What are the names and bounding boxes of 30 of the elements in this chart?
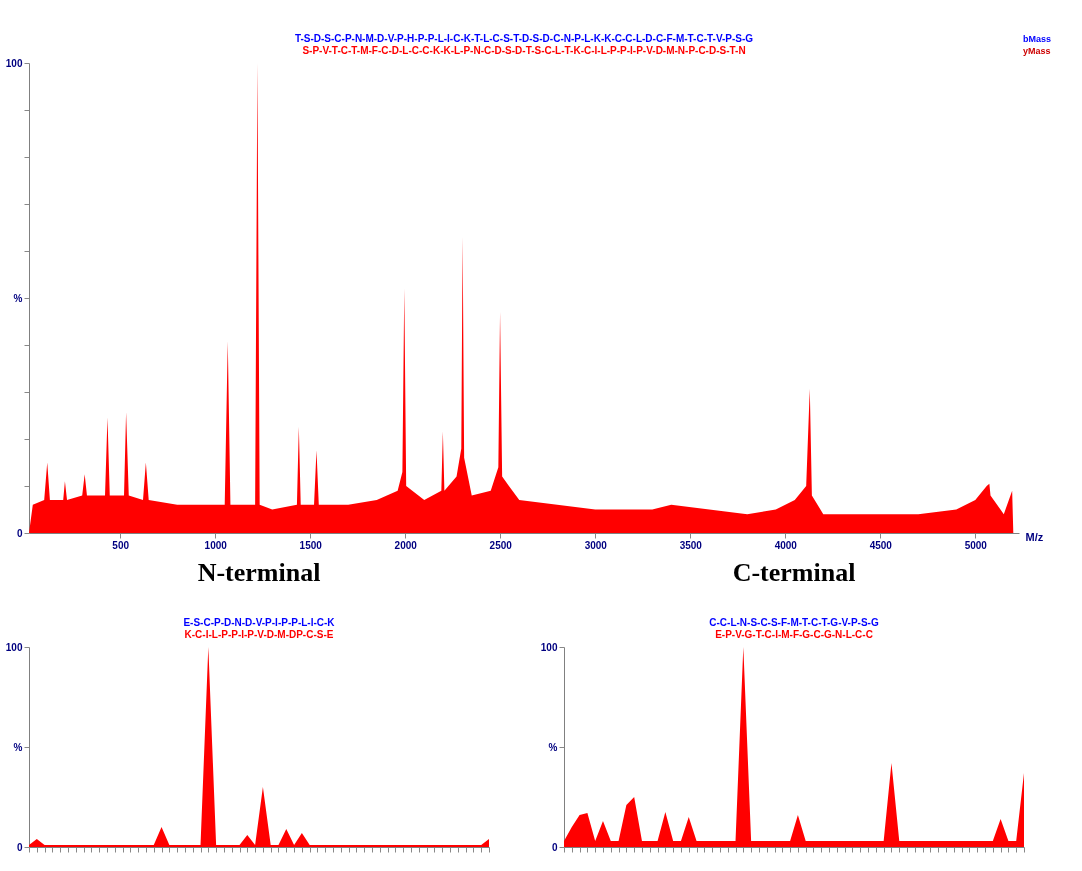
y-tick-label: 100 — [540, 641, 558, 653]
text: T-S-D-S-C-P-N-M-D-V-P-H-P-P-L-I-C-K-T-L-C-S-T-D-S-D-C-N-P-L-K-K-C-C-L-D-C-F-M-T-C-T-V-P-S-G — [294, 33, 754, 44]
text: bMass — [1023, 34, 1052, 44]
x-tick-label: 4000 — [774, 539, 798, 551]
x-tick-label: 3000 — [584, 539, 608, 551]
chart-title: C-terminal — [732, 558, 856, 587]
y-tick-label: 0 — [551, 841, 558, 853]
text: K-C-I-L-P-P-I-P-V-D-M-DP-C-S-E — [184, 629, 334, 640]
y-tick-label: 0 — [16, 841, 23, 853]
y-tick-label: % — [548, 741, 558, 753]
text: E-S-C-P-D-N-D-V-P-I-P-P-L-I-C-K — [183, 617, 336, 628]
chart-title: N-terminal — [197, 558, 321, 587]
y-tick-label: 0 — [16, 527, 23, 539]
x-tick-label: 2500 — [489, 539, 513, 551]
text: S-P-V-T-C-T-M-F-C-D-L-C-C-K-K-L-P-N-C-D-S-D-T-S-C-L-T-K-C-I-L-P-P-I-P-V-D-M-N-P-C-D-S-T-N — [302, 45, 746, 56]
x-tick-label: 1500 — [299, 539, 323, 551]
x-tick-label: 2000 — [394, 539, 418, 551]
text: yMass — [1023, 46, 1051, 56]
x-axis-title: M/z — [1025, 530, 1044, 543]
y-tick-label: 100 — [5, 57, 23, 69]
x-tick-label: 500 — [112, 539, 130, 551]
y-tick-label: 100 — [5, 641, 23, 653]
text: C-C-L-N-S-C-S-F-M-T-C-T-G-V-P-S-G — [709, 617, 879, 628]
text: E-P-V-G-T-C-I-M-F-G-C-G-N-L-C-C — [715, 629, 873, 640]
x-tick-label: 4500 — [869, 539, 893, 551]
x-tick-label: 3500 — [679, 539, 703, 551]
x-tick-label: 5000 — [964, 539, 988, 551]
y-tick-label: % — [13, 741, 23, 753]
y-tick-label: % — [13, 292, 23, 304]
x-tick-label: 1000 — [204, 539, 228, 551]
